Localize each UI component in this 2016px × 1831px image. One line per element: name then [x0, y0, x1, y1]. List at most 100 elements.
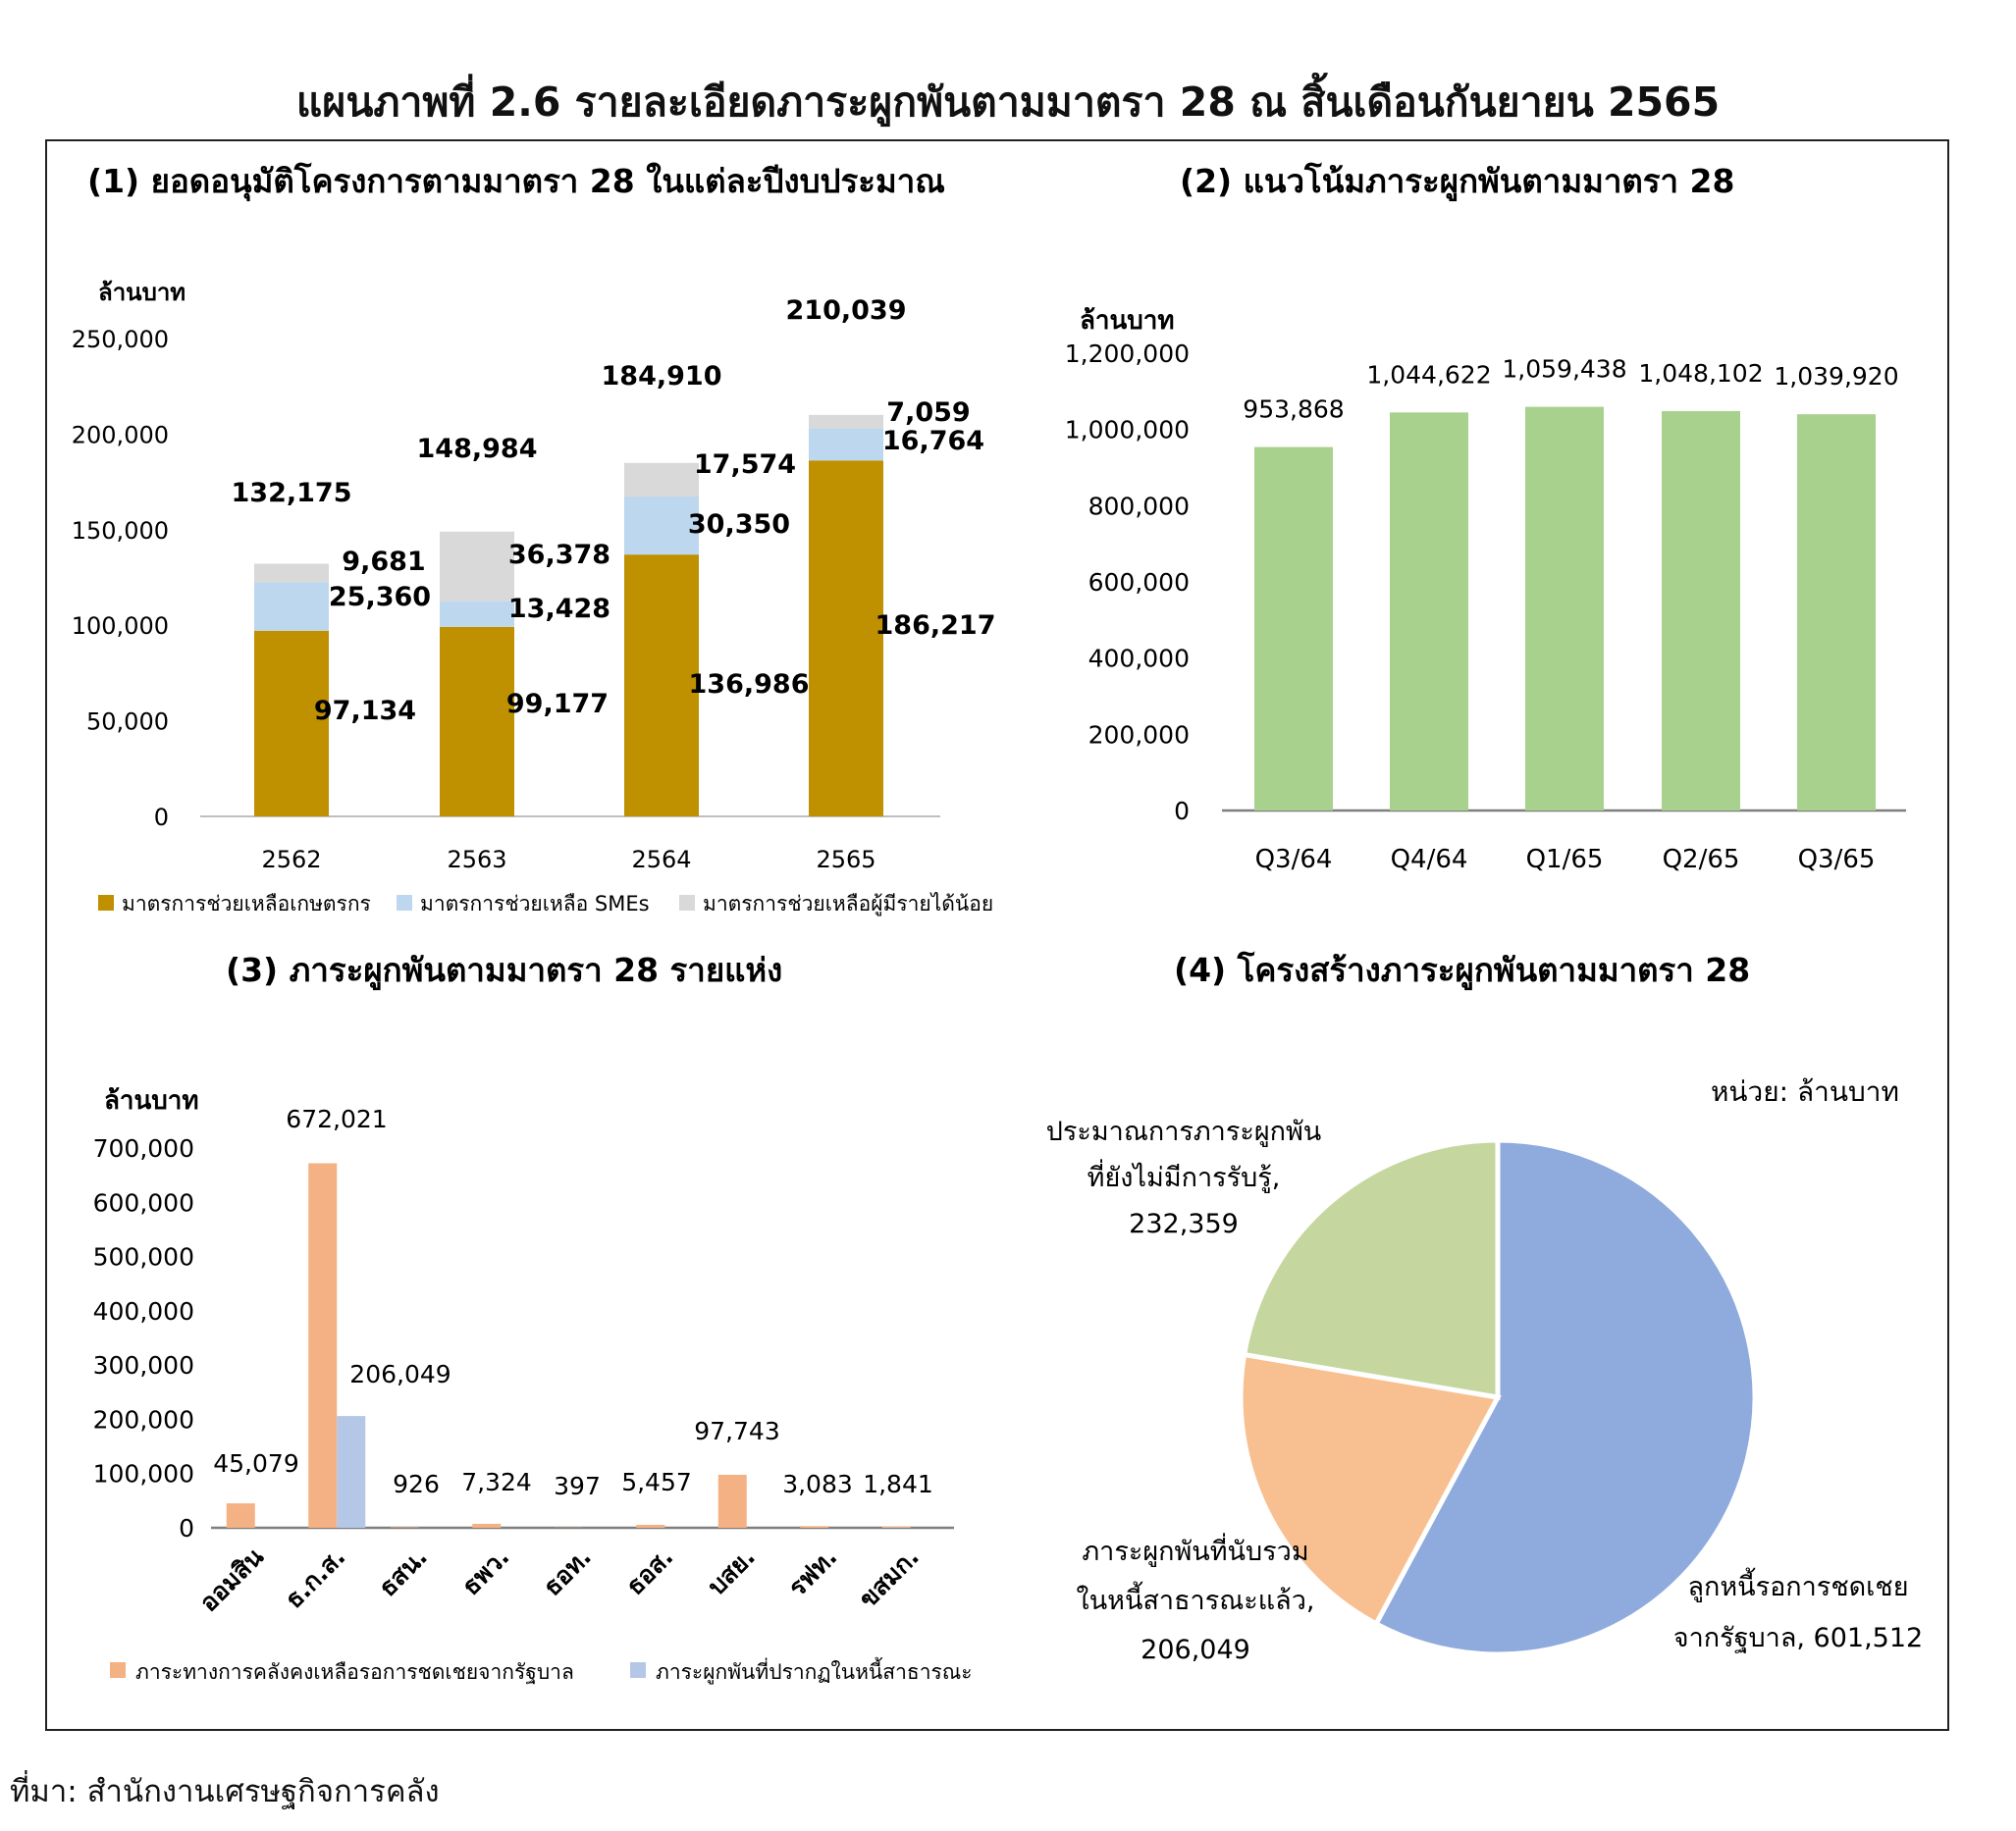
panel-2-data-label: 1,048,102: [1638, 359, 1763, 388]
panel-3-title: (3) ภาระผูกพันตามมาตรา 28 รายแห่ง: [226, 951, 782, 991]
panel-2-y-axis-unit: ล้านบาท: [1080, 306, 1175, 336]
panel-1-bar-farm-2564: [624, 554, 699, 816]
panel-1-total-label: 132,175: [232, 478, 352, 508]
panel-1-data-label: 30,350: [688, 509, 790, 540]
panel-3-x-tick-label: ธพว.: [456, 1543, 515, 1601]
panel-4-slice-label: ประมาณการภาระผูกพัน: [1046, 1117, 1322, 1147]
panel-3-data-label: 397: [554, 1472, 601, 1500]
panel-3-x-tick-label: ธ.ก.ส.: [280, 1543, 351, 1614]
panel-1-bar-farm-2563: [440, 626, 514, 816]
panel-1-bar-farm-2565: [809, 460, 883, 816]
panel-4-slice-included-public-debt: [1238, 1351, 1502, 1628]
panel-3-y-tick-label: 300,000: [93, 1351, 194, 1380]
panel-2-data-label: 1,059,438: [1502, 355, 1626, 384]
panel-1-data-label: 9,681: [342, 547, 425, 577]
panel-3-y-tick-label: 400,000: [93, 1297, 194, 1326]
panel-1-y-tick-label: 200,000: [72, 421, 169, 448]
panel-2-y-tick-label: 1,000,000: [1065, 416, 1190, 445]
panel-2-x-tick-label: Q3/65: [1798, 845, 1876, 874]
panel-2-bar-Q3/65: [1797, 414, 1876, 811]
panel-4-slice-label: จากรัฐบาล, 601,512: [1673, 1623, 1923, 1653]
panel-3-x-tick-label: รฟท.: [783, 1543, 843, 1602]
panel-1-bar-sme-2564: [624, 497, 699, 555]
panel-3-data-label: 7,324: [461, 1468, 532, 1496]
panel-4-slice-waiting-compensation: [1372, 1137, 1758, 1657]
panel-1-y-tick-label: 150,000: [72, 517, 169, 545]
panel-3-bar-fiscal-2: [308, 1163, 338, 1528]
panel-3-data-label: 206,049: [349, 1360, 451, 1388]
panel-1-x-tick-label: 2563: [447, 846, 506, 873]
panel-4-structure-pie: (4) โครงสร้างภาระผูกพันตามมาตรา 28 หน่วย…: [1046, 951, 1923, 1665]
panel-2-title: (2) แนวโน้มภาระผูกพันตามมาตรา 28: [1180, 162, 1734, 202]
panel-3-data-labels: 45,079 672,021 926 7,324 397 5,45797,7433,083…: [213, 1105, 933, 1500]
panel-3-bar-fiscal-9: [881, 1526, 911, 1528]
panel-1-bar-sme-2562: [254, 582, 329, 631]
panel-3-bar-fiscal-6: [636, 1524, 665, 1528]
panel-1-data-label: 186,217: [875, 610, 996, 641]
panel-1-data-label: 99,177: [506, 689, 609, 719]
legend-label-fiscal-burden: ภาระทางการคลังคงเหลือรอการชดเชยจากรัฐบาล: [135, 1660, 574, 1684]
panel-3-legend: ภาระทางการคลังคงเหลือรอการชดเชยจากรัฐบาล…: [110, 1657, 973, 1685]
panel-1-data-label: 13,428: [508, 594, 610, 624]
panel-4-slice-label: ลูกหนี้รอการชดเชย: [1687, 1567, 1908, 1602]
panel-3-y-tick-label: 700,000: [93, 1134, 194, 1163]
panel-1-bar-sme-2565: [809, 428, 883, 461]
panel-1-data-labels: 97,134 99,177 136,986 186,217 25,360 13,428 30…: [232, 295, 996, 726]
panel-4-slice-labels: ลูกหนี้รอการชดเชยจากรัฐบาล, 601,512 ภาระผ…: [1046, 1117, 1923, 1665]
panel-3-data-label: 45,079: [213, 1449, 298, 1478]
panel-1-bar-farm-2562: [254, 630, 329, 816]
panel-3-by-institution-chart: (3) ภาระผูกพันตามมาตรา 28 รายแห่ง ล้านบา…: [93, 951, 973, 1685]
panel-3-y-ticks: 0 100,000 200,000 300,000 400,000 500,000 600,…: [93, 1134, 194, 1543]
panel-2-data-label: 1,039,920: [1774, 362, 1898, 391]
panel-3-bar-fiscal-3: [390, 1527, 419, 1528]
panel-4-slice-label: 232,359: [1129, 1209, 1239, 1239]
panel-2-bars: [1254, 406, 1876, 811]
panel-4-slice-label: 206,049: [1141, 1635, 1250, 1665]
legend-swatch-low-income: [679, 895, 695, 911]
panel-2-y-tick-label: 1,200,000: [1065, 340, 1190, 368]
panel-3-y-tick-label: 500,000: [93, 1243, 194, 1272]
panel-1-data-label: 25,360: [329, 582, 431, 612]
figure-frame: [45, 139, 1949, 1731]
panel-3-y-tick-label: 600,000: [93, 1188, 194, 1217]
panel-2-x-ticks: Q3/64 Q4/64 Q1/65 Q2/65 Q3/65: [1255, 845, 1876, 874]
panel-2-bar-Q3/64: [1254, 446, 1333, 811]
panel-1-y-tick-label: 250,000: [72, 326, 169, 353]
panel-1-bar-low-income-2565: [809, 414, 883, 429]
panel-1-x-tick-label: 2564: [631, 846, 691, 873]
panel-1-bar-low-income-2564: [624, 462, 699, 497]
panel-1-y-ticks: 0 50,000 100,000 150,000 200,000 250,000: [72, 326, 169, 831]
panel-1-x-tick-label: 2562: [261, 846, 321, 873]
legend-label-farm: มาตรการช่วยเหลือเกษตรกร: [122, 892, 371, 916]
panel-1-total-label: 210,039: [786, 295, 907, 326]
panel-1-data-label: 7,059: [886, 397, 970, 428]
panel-3-x-tick-label: ธสน.: [373, 1543, 433, 1602]
panel-2-y-tick-label: 800,000: [1088, 492, 1190, 520]
panel-4-slices: [1238, 1137, 1758, 1657]
panel-2-data-labels: 953,868 1,044,622 1,059,438 1,048,102 1,039,…: [1243, 355, 1898, 424]
legend-swatch-fiscal-burden: [110, 1662, 126, 1678]
panel-1-total-label: 148,984: [417, 434, 538, 464]
panel-4-slice-label: ภาระผูกพันที่นับรวม: [1082, 1533, 1308, 1567]
panel-1-bar-sme-2563: [440, 601, 514, 627]
panel-3-bar-fiscal-1: [226, 1503, 255, 1528]
panel-3-y-tick-label: 100,000: [93, 1460, 194, 1489]
panel-2-bar-Q4/64: [1390, 412, 1468, 811]
panel-1-bar-low-income-2563: [440, 531, 514, 602]
panel-1-data-label: 36,378: [508, 540, 610, 570]
panel-3-data-label: 97,743: [694, 1417, 779, 1445]
panel-2-x-tick-label: Q4/64: [1391, 845, 1468, 874]
source-note: ที่มา: สำนักงานเศรษฐกิจการคลัง: [10, 1774, 440, 1809]
panel-1-data-label: 16,764: [882, 426, 984, 456]
panel-1-data-label: 136,986: [689, 669, 810, 700]
panel-3-bar-public-debt-2: [337, 1416, 366, 1528]
legend-label-public-debt: ภาระผูกพันที่ปรากฏในหนี้สาธารณะ: [656, 1657, 973, 1685]
panel-1-y-tick-label: 50,000: [86, 708, 169, 736]
panel-3-bar-fiscal-4: [472, 1523, 502, 1528]
panel-3-data-label: 5,457: [621, 1468, 692, 1496]
panel-2-y-tick-label: 600,000: [1088, 568, 1190, 597]
panel-1-title: (1) ยอดอนุมัติโครงการตามมาตรา 28 ในแต่ละ…: [87, 162, 945, 202]
panel-1-x-tick-label: 2565: [816, 846, 875, 873]
panel-1-total-label: 184,910: [602, 361, 722, 392]
